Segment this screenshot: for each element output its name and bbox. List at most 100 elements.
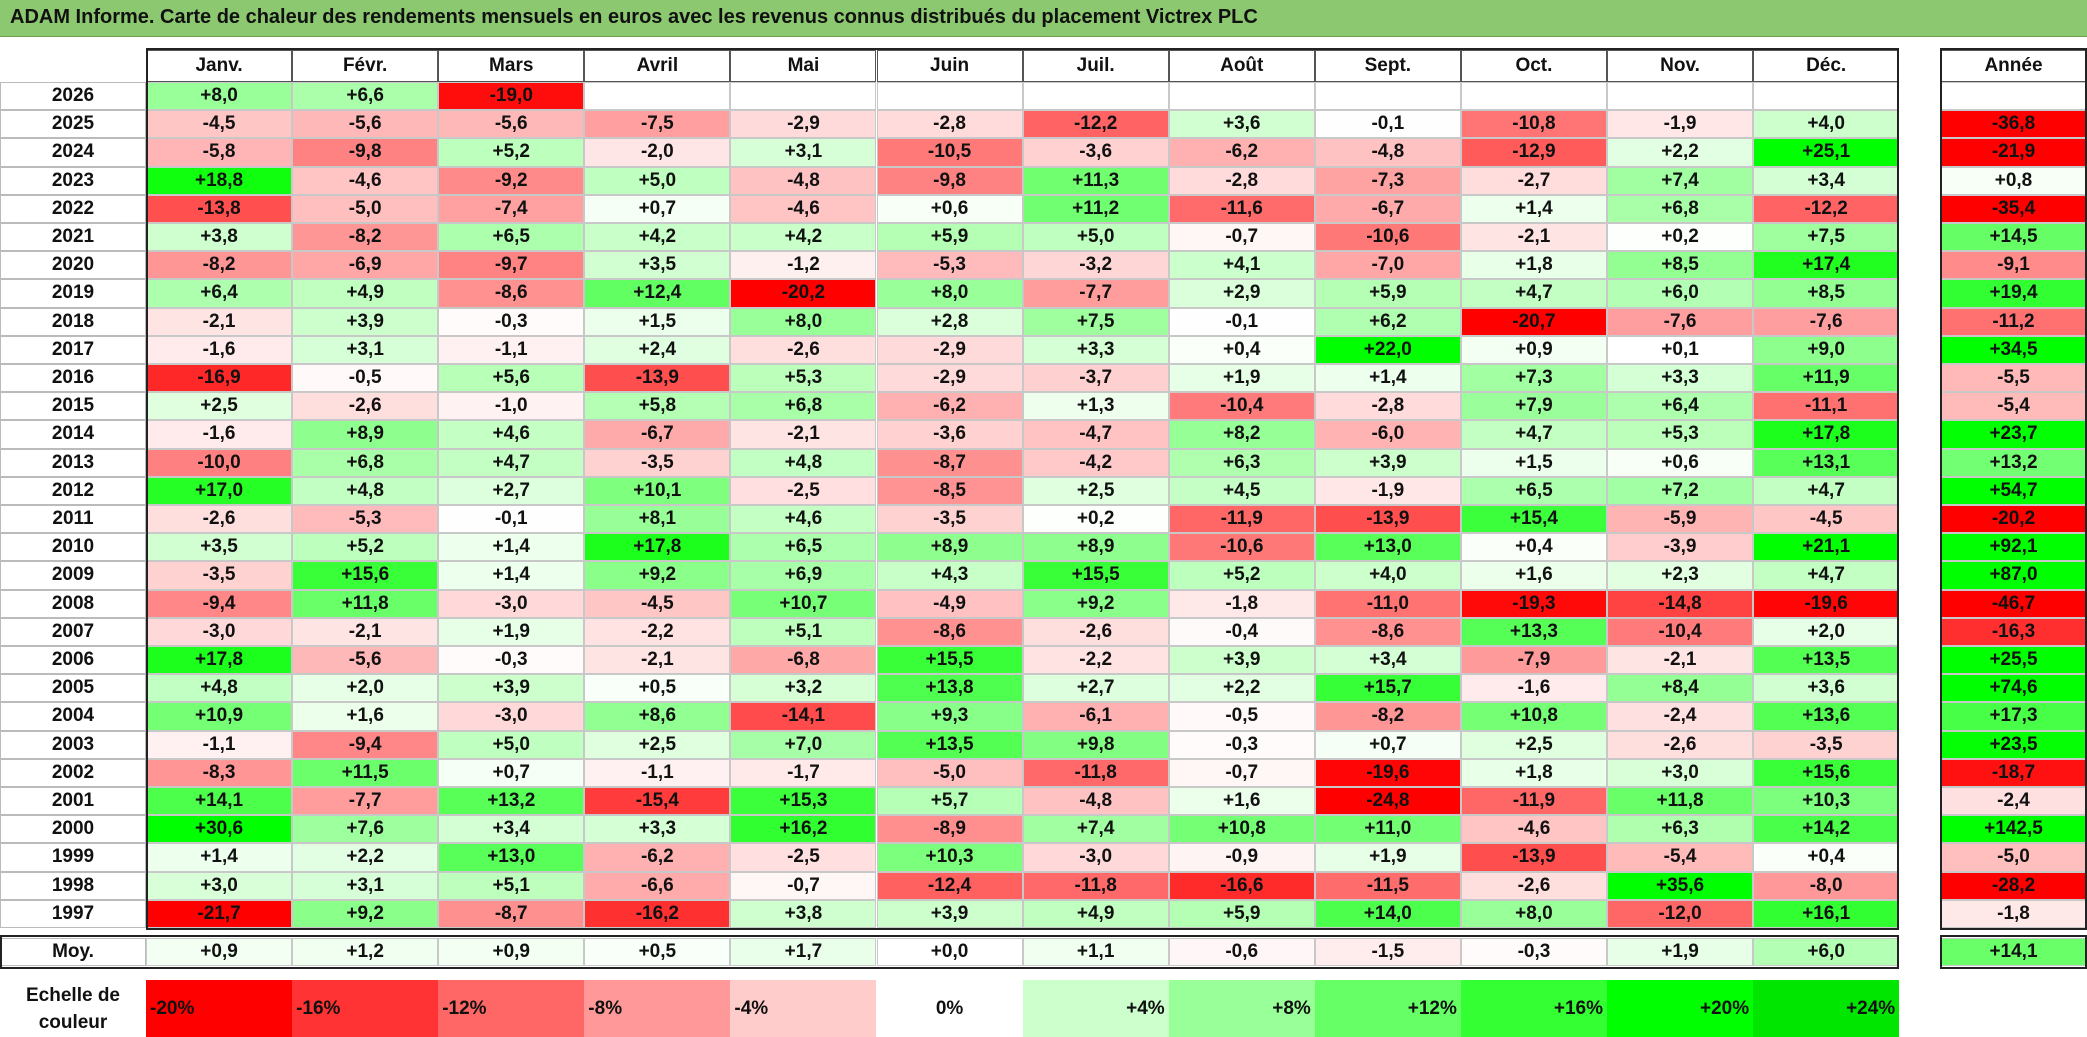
heatmap-cell: -19,6	[1314, 758, 1461, 787]
heatmap-cell: -7,7	[1022, 279, 1169, 308]
heatmap-cell: +7,6	[292, 815, 439, 844]
heatmap-cell: -16,9	[146, 364, 293, 393]
color-scale-stop: +20%	[1607, 980, 1754, 1037]
heatmap-cell: +10,3	[1753, 787, 1900, 816]
heatmap-cell: -5,0	[292, 194, 439, 223]
heatmap-cell: -11,9	[1168, 505, 1315, 534]
heatmap-cell: -1,1	[584, 758, 731, 787]
heatmap-cell: +5,6	[438, 364, 585, 393]
heatmap-cell: -11,8	[1022, 758, 1169, 787]
year-label: 2009	[0, 561, 146, 590]
heatmap-cell: +4,1	[1168, 251, 1315, 280]
heatmap-cell: -2,2	[584, 617, 731, 646]
heatmap-cell: -4,5	[1753, 505, 1900, 534]
heatmap-cell	[730, 82, 877, 111]
heatmap-cell: -7,9	[1460, 646, 1607, 675]
heatmap-cell: +3,0	[146, 871, 293, 900]
average-cell: -1,5	[1314, 938, 1461, 966]
heatmap-cell: +6,8	[292, 448, 439, 477]
heatmap-cell: -1,6	[146, 420, 293, 449]
heatmap-cell: +1,9	[1168, 364, 1315, 393]
heatmap-cell: +0,9	[1460, 335, 1607, 364]
color-scale-stop: +12%	[1314, 980, 1461, 1037]
heatmap-cell: +10,9	[146, 702, 293, 731]
average-cell: +1,1	[1022, 938, 1169, 966]
heatmap-cell: -8,2	[146, 251, 293, 280]
heatmap-cell: -0,1	[438, 505, 585, 534]
title-bar: ADAM Informe. Carte de chaleur des rende…	[0, 0, 2087, 37]
annual-cell: -21,9	[1940, 138, 2087, 167]
year-label: 2012	[0, 476, 146, 505]
heatmap-cell: +2,7	[438, 476, 585, 505]
heatmap-cell: +4,7	[1460, 420, 1607, 449]
year-label: 2016	[0, 364, 146, 393]
heatmap-cell: -2,6	[1022, 617, 1169, 646]
color-scale-stop: -4%	[730, 980, 877, 1037]
heatmap-cell: +13,1	[1753, 448, 1900, 477]
heatmap-cell: +8,9	[292, 420, 439, 449]
average-cell: +0,0	[876, 938, 1023, 966]
heatmap-cell: +13,8	[876, 674, 1023, 703]
heatmap-cell: -2,7	[1460, 166, 1607, 195]
year-label: 2022	[0, 194, 146, 223]
heatmap-cell: -5,0	[876, 758, 1023, 787]
heatmap-cell: -5,3	[876, 251, 1023, 280]
heatmap-cell: +9,2	[292, 899, 439, 928]
month-header: Oct.	[1460, 50, 1607, 82]
heatmap-cell: +5,0	[584, 166, 731, 195]
heatmap-cell: +10,3	[876, 843, 1023, 872]
heatmap-cell: +3,4	[1753, 166, 1900, 195]
heatmap-cell: -3,2	[1022, 251, 1169, 280]
annual-cell: +0,8	[1940, 166, 2087, 195]
heatmap-cell: +4,0	[1753, 110, 1900, 139]
heatmap-cell: +2,7	[1022, 674, 1169, 703]
heatmap-cell: -6,6	[584, 871, 731, 900]
heatmap-cell: -6,2	[1168, 138, 1315, 167]
heatmap-cell: +11,3	[1022, 166, 1169, 195]
heatmap-cell: -5,6	[292, 646, 439, 675]
year-label: 2007	[0, 617, 146, 646]
heatmap-cell: -4,8	[1022, 787, 1169, 816]
heatmap-cell: +6,5	[438, 223, 585, 252]
heatmap-cell: +2,0	[1753, 617, 1900, 646]
heatmap-cell: +4,0	[1314, 561, 1461, 590]
heatmap-cell	[876, 82, 1023, 111]
heatmap-cell: -1,8	[1168, 589, 1315, 618]
heatmap-cell: -4,6	[730, 194, 877, 223]
heatmap-cell: +5,9	[876, 223, 1023, 252]
color-scale-stop: +24%	[1753, 980, 1900, 1037]
heatmap-cell: +13,5	[876, 730, 1023, 759]
heatmap-cell	[1753, 82, 1900, 111]
average-cell: +1,9	[1607, 938, 1754, 966]
heatmap-cell: +7,0	[730, 730, 877, 759]
color-scale-stop: -12%	[438, 980, 585, 1037]
heatmap-cell: -0,9	[1168, 843, 1315, 872]
heatmap-cell: +6,9	[730, 561, 877, 590]
heatmap-cell: +7,4	[1607, 166, 1754, 195]
heatmap-cell: -2,6	[146, 505, 293, 534]
heatmap-cell: +4,7	[1753, 561, 1900, 590]
month-header: Mars	[438, 50, 585, 82]
year-label: 2025	[0, 110, 146, 139]
heatmap-cell: -9,4	[292, 730, 439, 759]
heatmap-cell: -3,5	[146, 561, 293, 590]
year-label: 2015	[0, 392, 146, 421]
heatmap-cell: +25,1	[1753, 138, 1900, 167]
heatmap-cell: +6,3	[1168, 448, 1315, 477]
annual-cell	[1940, 82, 2087, 111]
heatmap-cell: -0,5	[1168, 702, 1315, 731]
heatmap-cell: +14,1	[146, 787, 293, 816]
heatmap-cell: +17,0	[146, 476, 293, 505]
heatmap-cell: +4,2	[730, 223, 877, 252]
heatmap-cell: +6,2	[1314, 307, 1461, 336]
heatmap-cell: -1,1	[146, 730, 293, 759]
heatmap-cell: -4,9	[876, 589, 1023, 618]
heatmap-cell: +3,2	[730, 674, 877, 703]
heatmap-cell: -8,2	[292, 223, 439, 252]
year-label: 2013	[0, 448, 146, 477]
heatmap-cell: +1,5	[584, 307, 731, 336]
heatmap-cell: +12,4	[584, 279, 731, 308]
color-scale-stop: -20%	[146, 980, 293, 1037]
heatmap-cell: +7,5	[1753, 223, 1900, 252]
heatmap-cell: +5,3	[730, 364, 877, 393]
